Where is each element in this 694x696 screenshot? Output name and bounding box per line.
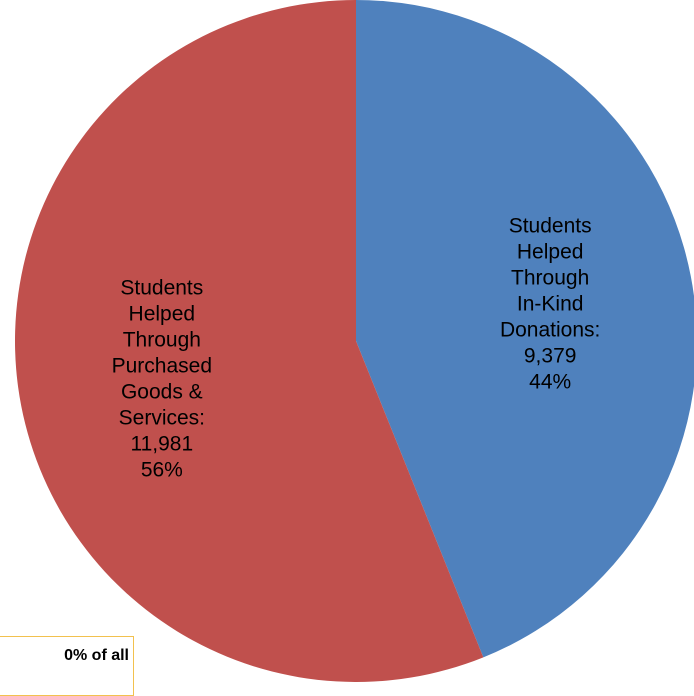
slice-label-line: 11,981 <box>130 433 193 456</box>
slice-label-purchased: Students Helped Through Purchased Goods & Ser… <box>112 277 212 482</box>
slice-label-line: Services: <box>119 407 205 430</box>
slice-label-line: 56% <box>141 459 183 482</box>
slice-label-line: Through <box>123 329 201 352</box>
slice-label-line: Helped <box>517 240 584 263</box>
slice-label-line: Students <box>120 277 203 300</box>
slice-label-line: Purchased <box>112 355 212 378</box>
slice-label-line: 44% <box>529 370 571 393</box>
slice-label-line: Through <box>511 266 589 289</box>
slice-label-line: Goods & <box>121 381 203 404</box>
slice-label-in-kind: Students Helped Through In-Kind Donations: 9,… <box>500 214 600 393</box>
slice-label-line: Students <box>509 214 592 237</box>
slice-label-line: Helped <box>129 303 196 326</box>
slice-label-line: In-Kind <box>517 292 584 315</box>
slice-label-line: 9,379 <box>524 344 577 367</box>
callout-text: 0% of all <box>64 647 129 664</box>
slice-label-line: Donations: <box>500 318 600 341</box>
pie-slice-purchased <box>14 0 484 682</box>
callout-box: 0% of all <box>0 636 134 696</box>
pie-slice-in-kind <box>356 0 694 658</box>
